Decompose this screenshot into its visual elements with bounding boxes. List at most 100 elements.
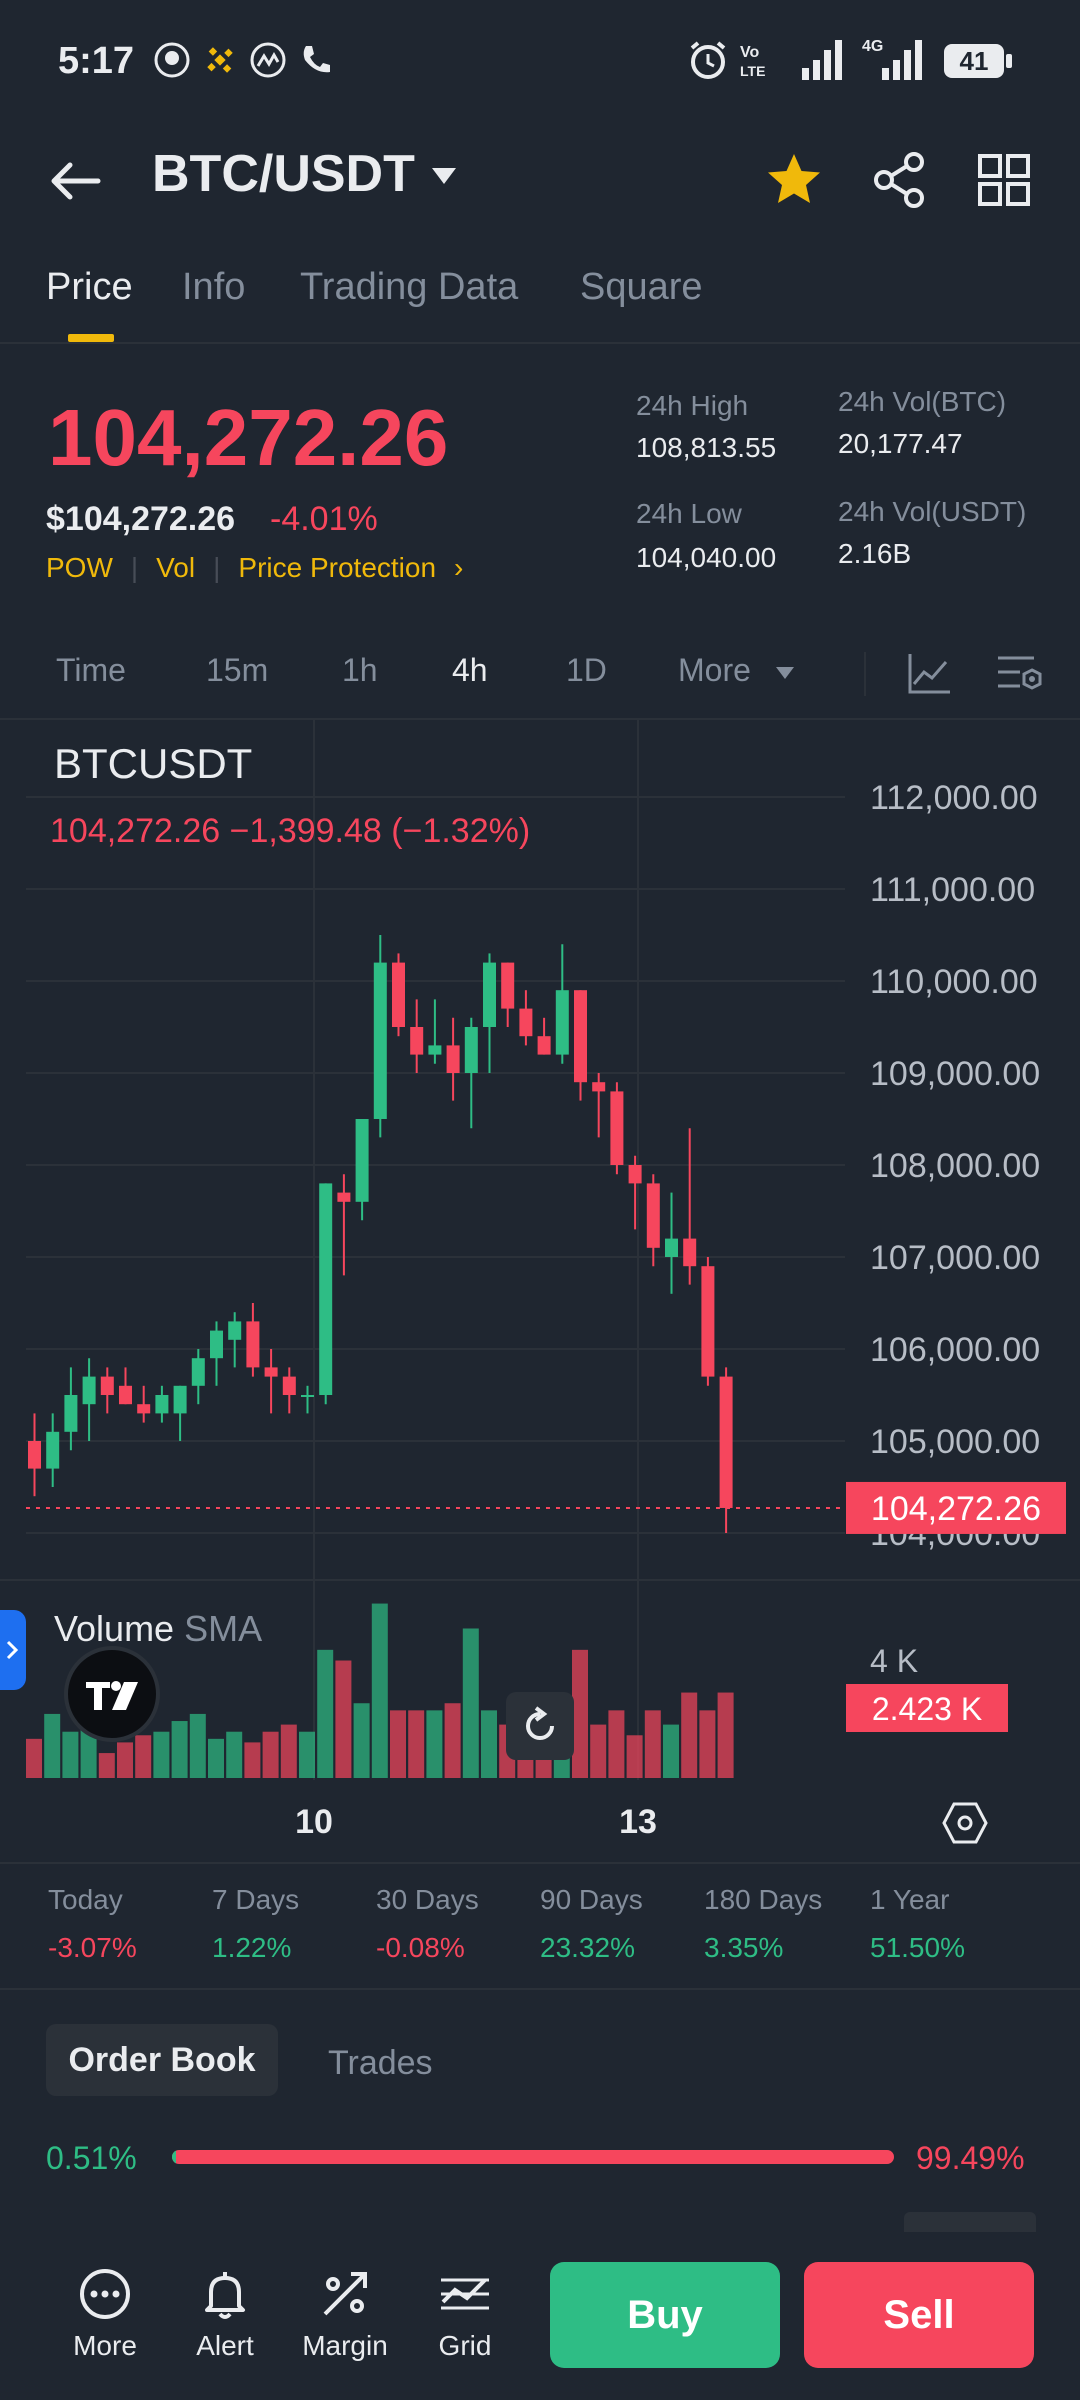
timeframe-4h[interactable]: 4h bbox=[452, 652, 488, 688]
phone-icon bbox=[303, 46, 330, 73]
status-bar: 5:17 Vo LTE 4G 41 bbox=[0, 0, 1080, 120]
candle-body bbox=[592, 1082, 606, 1092]
candle-body bbox=[665, 1238, 678, 1257]
favorite-star-icon[interactable] bbox=[762, 148, 826, 212]
more-circle-icon bbox=[80, 2269, 130, 2319]
volume-bar bbox=[644, 1710, 661, 1778]
volume-bar bbox=[335, 1660, 352, 1778]
perf-label-7d: 7 Days bbox=[212, 1884, 300, 1915]
volume-bar bbox=[371, 1603, 388, 1778]
timeframe-1d[interactable]: 1D bbox=[566, 652, 607, 688]
volume-bar bbox=[44, 1713, 61, 1778]
active-tab-indicator bbox=[68, 334, 114, 342]
y-axis-tick-label: 107,000.00 bbox=[870, 1239, 1040, 1277]
candle-body bbox=[82, 1376, 96, 1405]
reset-chart-button[interactable] bbox=[506, 1692, 574, 1760]
perf-value-today: -3.07% bbox=[48, 1932, 137, 1963]
vol-btc-label: 24h Vol(BTC) bbox=[838, 386, 1007, 417]
nav-grid[interactable]: Grid bbox=[410, 2266, 520, 2362]
volume-bar bbox=[117, 1742, 133, 1778]
volume-bar bbox=[98, 1753, 115, 1778]
timeframe-1h[interactable]: 1h bbox=[342, 652, 378, 688]
more-caret-icon[interactable] bbox=[774, 664, 796, 682]
candle-body bbox=[282, 1376, 296, 1395]
binance-icon bbox=[207, 47, 233, 73]
tab-trading-data[interactable]: Trading Data bbox=[300, 266, 519, 308]
volume-label: Volume bbox=[54, 1608, 175, 1649]
volume-bar bbox=[226, 1731, 243, 1778]
tab-square[interactable]: Square bbox=[580, 266, 703, 308]
volume-bar bbox=[153, 1731, 170, 1778]
volume-bar bbox=[444, 1703, 461, 1778]
volume-bar bbox=[62, 1731, 79, 1778]
volume-bar bbox=[699, 1710, 716, 1778]
share-icon[interactable] bbox=[868, 148, 932, 212]
last-price: 104,272.26 bbox=[48, 393, 449, 482]
candle-body bbox=[719, 1376, 733, 1508]
battery-tip bbox=[1006, 54, 1012, 68]
y-axis-tick-label: 108,000.00 bbox=[870, 1147, 1040, 1185]
chart-hexagon-settings-icon[interactable] bbox=[940, 1798, 990, 1848]
candle-body bbox=[555, 990, 569, 1055]
pair-dropdown-caret-icon[interactable] bbox=[430, 164, 458, 188]
volume-bar bbox=[317, 1649, 334, 1778]
candle-body bbox=[210, 1330, 223, 1359]
back-arrow-icon[interactable] bbox=[46, 156, 106, 206]
volume-bar bbox=[590, 1724, 607, 1778]
volume-bar bbox=[244, 1742, 261, 1778]
chevron-right-icon[interactable]: › bbox=[454, 552, 464, 583]
low-value: 104,040.00 bbox=[636, 542, 777, 573]
candle-body bbox=[537, 1036, 551, 1055]
nav-more[interactable]: More bbox=[50, 2266, 160, 2362]
tag-vol[interactable]: Vol bbox=[156, 552, 196, 583]
last-volume-tag-label: 2.423 K bbox=[872, 1691, 982, 1727]
tab-order-book[interactable]: Order Book bbox=[46, 2024, 278, 2096]
nav-margin[interactable]: Margin bbox=[290, 2266, 400, 2362]
network-type-label: 4G bbox=[862, 38, 884, 55]
signal-icon-2 bbox=[882, 40, 922, 80]
nav-margin-label: Margin bbox=[302, 2330, 388, 2361]
perf-value-7d: 1.22% bbox=[212, 1932, 292, 1963]
y-axis-tick-label: 109,000.00 bbox=[870, 1055, 1040, 1093]
buy-button[interactable]: Buy bbox=[550, 2262, 780, 2368]
tab-price[interactable]: Price bbox=[46, 266, 133, 308]
pair-title[interactable]: BTC/USDT bbox=[152, 145, 415, 203]
ask-percentage: 99.49% bbox=[916, 2140, 1025, 2176]
nav-alert[interactable]: Alert bbox=[170, 2266, 280, 2362]
vol-usdt-value: 2.16B bbox=[838, 538, 912, 569]
candlestick-chart[interactable]: 112,000.00 111,000.00 110,000.00 109,000.00… bbox=[0, 720, 1080, 1860]
grid-menu-icon[interactable] bbox=[972, 148, 1036, 212]
bell-icon bbox=[205, 2272, 245, 2319]
candle-body bbox=[355, 1119, 369, 1202]
perf-label-180d: 180 Days bbox=[704, 1884, 823, 1915]
candle-body bbox=[173, 1385, 187, 1414]
grid-chart-icon bbox=[441, 2278, 489, 2310]
volume-bar bbox=[608, 1710, 625, 1778]
timeframe-15m[interactable]: 15m bbox=[206, 652, 269, 688]
volume-bar bbox=[426, 1710, 443, 1778]
svg-text:LTE: LTE bbox=[740, 63, 765, 79]
timeframe-time[interactable]: Time bbox=[56, 652, 126, 688]
bottom-action-bar: More Alert Margin Grid Buy Sell bbox=[0, 2232, 1080, 2400]
tab-trades[interactable]: Trades bbox=[328, 2044, 433, 2082]
tag-price-protection[interactable]: Price Protection bbox=[238, 552, 437, 583]
chart-divider bbox=[0, 718, 1080, 720]
chart-settings-icon[interactable] bbox=[994, 650, 1044, 696]
side-drawer-handle[interactable] bbox=[0, 1610, 26, 1690]
tab-info[interactable]: Info bbox=[182, 266, 246, 308]
tag-pow[interactable]: POW bbox=[46, 552, 113, 583]
volume-bar bbox=[280, 1724, 297, 1778]
toolbar-divider bbox=[864, 652, 866, 696]
indicator-chart-icon[interactable] bbox=[906, 650, 952, 696]
y-axis-tick-label: 110,000.00 bbox=[870, 963, 1038, 1001]
volume-bar bbox=[171, 1721, 188, 1778]
timeframe-more[interactable]: More bbox=[678, 652, 751, 688]
volume-title: Volume SMA bbox=[54, 1608, 262, 1650]
chart-bottom-divider bbox=[0, 1862, 1080, 1864]
candle-body bbox=[137, 1404, 151, 1414]
candle-body bbox=[28, 1441, 41, 1469]
sell-button[interactable]: Sell bbox=[804, 2262, 1034, 2368]
volume-axis-label: 4 K bbox=[870, 1643, 918, 1679]
precision-dropdown[interactable] bbox=[904, 2212, 1036, 2232]
candle-body bbox=[119, 1385, 132, 1405]
